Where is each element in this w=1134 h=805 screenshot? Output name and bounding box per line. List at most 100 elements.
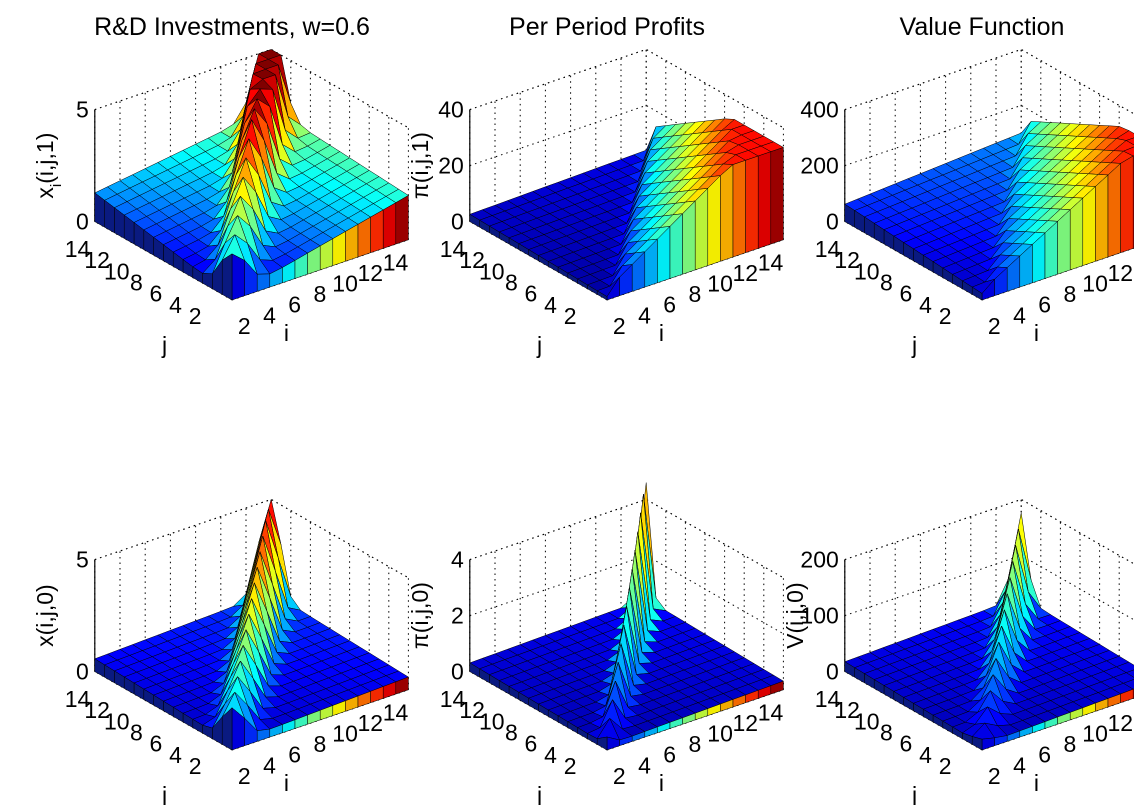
i-tick-label: 2: [988, 763, 1001, 789]
surface: [844, 512, 1134, 751]
z-tick-label: 5: [76, 97, 89, 123]
grid-line: [94, 48, 409, 129]
i-tick-label: 8: [1064, 731, 1077, 757]
grid-line: [844, 498, 1134, 565]
surface-skirt: [707, 174, 721, 266]
i-tick-label: 14: [383, 699, 409, 725]
j-tick-label: 14: [815, 686, 841, 712]
z-tick-label: 0: [76, 209, 89, 235]
i-tick-label: 4: [1013, 752, 1026, 778]
x-axis-label: i: [1034, 770, 1039, 796]
j-tick-label: 6: [525, 281, 538, 307]
grid-line: [94, 498, 409, 579]
surface-skirt: [382, 202, 397, 249]
i-tick-label: 2: [238, 763, 251, 789]
j-tick-label: 4: [919, 742, 932, 768]
j-tick-label: 2: [564, 303, 577, 329]
surface-skirt: [757, 151, 772, 249]
j-tick-label: 8: [505, 269, 518, 295]
j-tick-label: 2: [564, 753, 577, 779]
surface-skirt: [745, 155, 759, 254]
i-tick-label: 10: [707, 720, 733, 746]
i-tick-label: 6: [663, 742, 676, 768]
i-tick-label: 6: [1038, 742, 1051, 768]
surface: [469, 482, 784, 751]
i-tick-label: 12: [1108, 260, 1134, 286]
surface-skirt: [395, 194, 409, 245]
z-tick-label: 200: [800, 153, 838, 179]
surface-skirt: [1095, 174, 1109, 262]
surface-skirt: [1082, 185, 1096, 266]
surface-skirt: [357, 216, 371, 258]
i-tick-label: 2: [613, 763, 626, 789]
chart-panel-3: Value Function02004002468101214i24681012…: [800, 13, 1134, 358]
z-tick-label: 0: [826, 659, 839, 685]
grid-line: [469, 498, 784, 579]
i-tick-label: 8: [314, 731, 327, 757]
j-tick-label: 14: [65, 236, 91, 262]
y-axis-label: j: [911, 332, 917, 358]
i-tick-label: 14: [1133, 699, 1134, 725]
j-tick-label: 8: [880, 719, 893, 745]
i-tick-label: 12: [733, 260, 759, 286]
z-axis-label: π(i,j,0): [407, 582, 433, 649]
j-tick-label: 12: [84, 697, 110, 723]
z-axis-label-part: i: [48, 184, 65, 187]
surface-skirt: [469, 213, 480, 228]
surface-skirt: [694, 187, 709, 271]
i-tick-label: 4: [263, 302, 276, 328]
chart-title: R&D Investments, w=0.6: [94, 13, 370, 41]
i-tick-label: 10: [1082, 720, 1108, 746]
z-axis-label: x(i,j,0): [32, 584, 58, 647]
y-axis-label: j: [536, 782, 542, 805]
i-tick-label: 4: [1013, 302, 1026, 328]
z-axis-label: V(i,j,0): [782, 582, 808, 648]
z-tick-label: 40: [438, 97, 464, 123]
grid-line: [469, 554, 784, 635]
j-tick-label: 14: [440, 686, 466, 712]
surface-skirt: [1069, 197, 1084, 271]
z-tick-label: 4: [451, 547, 464, 573]
grid-line: [469, 498, 784, 579]
x-axis-label: i: [659, 320, 664, 346]
surface-skirt: [94, 192, 105, 228]
x-axis-label: i: [1034, 320, 1039, 346]
j-tick-label: 2: [189, 753, 202, 779]
y-axis-label: j: [161, 332, 167, 358]
i-tick-label: 12: [1108, 710, 1134, 736]
surface-skirt: [94, 658, 105, 678]
grid-line: [844, 498, 1134, 565]
j-tick-label: 14: [65, 686, 91, 712]
surface-skirt: [395, 676, 409, 695]
z-axis-label: π(i,j,1): [407, 132, 433, 199]
surface-skirt: [682, 200, 696, 275]
i-tick-label: 12: [733, 710, 759, 736]
grid-line: [844, 48, 1134, 115]
i-tick-label: 8: [689, 281, 702, 307]
j-tick-label: 14: [815, 236, 841, 262]
grid-line: [844, 554, 1134, 621]
chart-title: Per Period Profits: [509, 13, 705, 41]
y-axis-label: j: [161, 782, 167, 805]
i-tick-label: 8: [314, 281, 327, 307]
j-tick-label: 4: [169, 742, 182, 768]
surface-skirt: [221, 253, 233, 301]
z-axis-label: xi(i,j,1): [32, 133, 65, 199]
j-tick-label: 4: [169, 292, 182, 318]
j-tick-label: 6: [900, 281, 913, 307]
j-tick-label: 8: [130, 719, 143, 745]
i-tick-label: 14: [383, 249, 409, 275]
surface-skirt: [1107, 162, 1121, 258]
surface: [94, 49, 409, 301]
grid-line: [94, 498, 409, 579]
i-tick-label: 2: [988, 313, 1001, 339]
x-axis-label: i: [659, 770, 664, 796]
grid-line: [469, 48, 784, 129]
j-tick-label: 12: [834, 247, 860, 273]
x-axis-label: i: [284, 320, 289, 346]
i-tick-label: 4: [638, 752, 651, 778]
